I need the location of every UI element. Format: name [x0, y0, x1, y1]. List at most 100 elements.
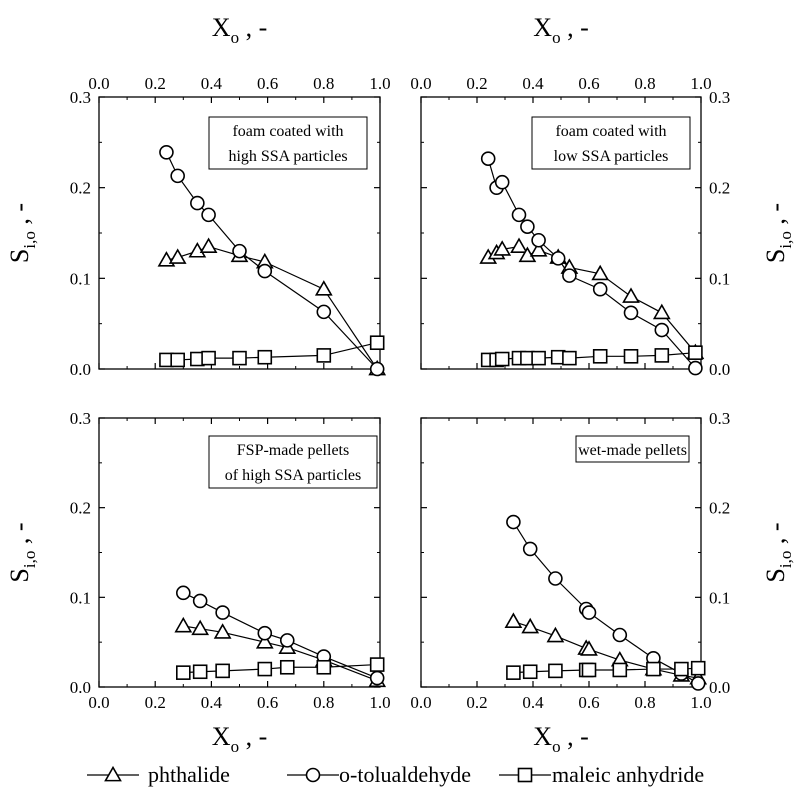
data-point: [170, 352, 185, 368]
data-point: [493, 240, 512, 256]
data-point: [192, 664, 208, 680]
x-tick-label: 0.8: [634, 74, 655, 93]
data-point: [215, 663, 230, 679]
x-axis-label-text: Xo , -: [212, 13, 267, 47]
y-axis-label: Si,o , -: [761, 203, 795, 263]
data-point: [531, 350, 546, 366]
data-point: [201, 207, 216, 223]
data-point: [690, 660, 706, 676]
x-axis-label-text: Xo , -: [533, 13, 588, 47]
legend-label: maleic anhydride: [552, 762, 704, 787]
data-point: [159, 145, 174, 160]
data-point: [591, 264, 610, 281]
data-point: [257, 661, 273, 677]
y-tick-label: 0.2: [70, 179, 91, 198]
data-point: [622, 287, 640, 303]
annotation-text: foam coated with: [232, 123, 343, 140]
y-tick-label: 0.2: [709, 179, 730, 198]
data-point: [612, 662, 628, 678]
data-point: [550, 251, 566, 266]
data-point: [188, 242, 207, 258]
legend: phthalide o-tolualdehyde maleic anhydride: [87, 762, 704, 787]
y-axis-label-text: Si,o , -: [5, 203, 39, 263]
series-maleic-anhydride: [480, 345, 703, 368]
data-point: [257, 625, 273, 641]
data-point: [580, 640, 598, 656]
y-tick-label: 0.3: [70, 88, 91, 107]
data-point: [548, 571, 563, 586]
x-axis-label-text: Xo , -: [533, 722, 588, 756]
data-point: [511, 207, 527, 223]
data-point: [369, 657, 385, 672]
annotation-box: [575, 435, 690, 463]
x-tick-label: 0.2: [145, 693, 166, 712]
y-tick-label: 0.2: [70, 499, 91, 518]
x-tick-label: 0.4: [201, 693, 223, 712]
data-point: [201, 350, 216, 366]
series-line: [165, 152, 378, 370]
series-o-tolualdehyde: [176, 585, 385, 686]
x-tick-label: 0.2: [145, 74, 166, 93]
data-point: [581, 605, 597, 620]
series-o-tolualdehyde: [480, 151, 703, 376]
annotation-text: wet-made pellets: [578, 442, 687, 459]
legend-item-phthalide: phthalide: [87, 762, 230, 787]
data-point: [316, 304, 332, 320]
panel-top-left: 0.0 0.2 0.4 0.6 0.8 1.0 0.0 0.1 0.2 0.3 foam coate…: [70, 74, 391, 379]
data-point: [191, 619, 210, 636]
data-point: [529, 241, 548, 257]
legend-marker: [517, 767, 533, 783]
series-maleic-anhydride: [506, 660, 706, 680]
y-tick-label: 0.0: [709, 360, 730, 379]
y-tick-label: 0.0: [70, 678, 91, 697]
y-tick-label: 0.1: [70, 588, 91, 607]
data-point: [494, 174, 510, 190]
x-axis-label: Xo , -: [212, 13, 267, 47]
y-tick-label: 0.3: [709, 409, 730, 428]
data-point: [623, 349, 639, 364]
data-point: [531, 232, 546, 248]
data-point: [654, 322, 670, 338]
series-phthalide: [157, 237, 387, 376]
data-point: [174, 616, 193, 633]
data-point: [522, 541, 538, 557]
x-tick-label: 0.0: [88, 693, 109, 712]
data-point: [369, 670, 385, 686]
data-point: [652, 303, 671, 320]
x-tick-label: 0.0: [88, 74, 109, 93]
data-point: [690, 676, 706, 691]
x-tick-label: 1.0: [369, 693, 390, 712]
data-point: [688, 360, 703, 376]
x-axis-label: Xo , -: [533, 13, 588, 47]
annotation-text: high SSA particles: [228, 148, 347, 165]
data-point: [316, 659, 332, 675]
data-point: [232, 350, 247, 366]
series-phthalide: [479, 237, 705, 360]
y-tick-label: 0.2: [709, 499, 730, 518]
data-point: [176, 665, 191, 680]
series-o-tolualdehyde: [159, 145, 385, 377]
series-line: [512, 521, 699, 684]
legend-marker: [104, 765, 122, 782]
x-tick-label: 0.4: [522, 74, 544, 93]
data-point: [592, 349, 608, 364]
x-tick-label: 0.4: [201, 74, 223, 93]
annotation-text: low SSA particles: [554, 148, 669, 165]
x-tick-label: 0.4: [522, 693, 544, 712]
x-tick-label: 1.0: [690, 74, 711, 93]
y-axis-label: Si,o , -: [5, 522, 39, 582]
annotation-box: [531, 116, 691, 170]
series-maleic-anhydride: [159, 335, 385, 368]
series-maleic-anhydride: [176, 657, 385, 680]
data-point: [215, 605, 230, 620]
x-tick-label: 0.2: [466, 693, 487, 712]
data-point: [688, 345, 703, 360]
legend-label: o-tolualdehyde: [339, 762, 471, 787]
y-axis-label: Si,o , -: [761, 522, 795, 582]
x-tick-label: 0.8: [313, 693, 334, 712]
data-point: [510, 237, 528, 254]
data-point: [279, 659, 295, 675]
data-point: [316, 348, 332, 363]
